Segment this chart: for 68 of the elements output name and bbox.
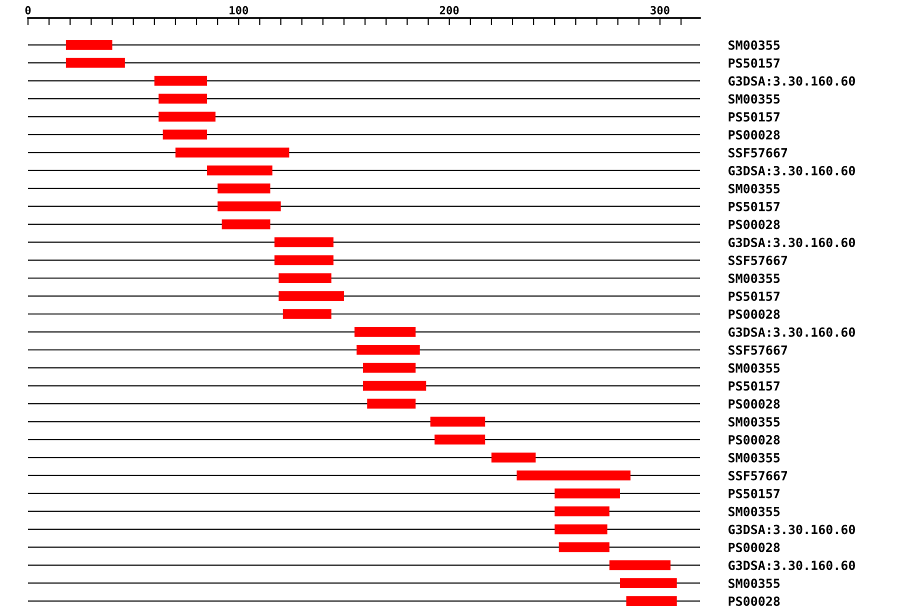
y-tick-label: PS50157 xyxy=(728,381,780,391)
y-tick-label: PS00028 xyxy=(728,130,780,140)
bar xyxy=(362,380,426,391)
bar xyxy=(367,398,416,409)
bar xyxy=(516,470,630,480)
bar xyxy=(154,76,208,86)
bar xyxy=(491,452,536,462)
bar xyxy=(158,112,216,122)
x-tick-label: 200 xyxy=(440,6,459,14)
y-tick-label: SSF57667 xyxy=(728,256,788,266)
bar xyxy=(278,291,344,301)
bar xyxy=(282,309,332,319)
bar xyxy=(609,560,671,570)
bar xyxy=(66,58,125,68)
y-tick-label: SM00355 xyxy=(728,363,780,373)
y-tick-label: PS50157 xyxy=(728,488,780,498)
y-tick-label: PS50157 xyxy=(728,202,780,212)
x-tick-label: 0 xyxy=(25,6,31,14)
bar xyxy=(558,542,610,552)
y-tick-label: G3DSA:3.30.160.60 xyxy=(728,238,855,248)
bar xyxy=(554,524,608,534)
y-tick-label: SSF57667 xyxy=(728,470,788,480)
x-tick-label: 100 xyxy=(230,6,248,14)
y-tick-label: SM00355 xyxy=(728,94,780,104)
bar xyxy=(218,183,270,194)
bar xyxy=(430,416,486,427)
bar xyxy=(207,166,272,176)
y-tick-label: G3DSA:3.30.160.60 xyxy=(728,560,855,570)
y-tick-label: SM00355 xyxy=(728,578,780,588)
bar xyxy=(278,273,332,284)
bar xyxy=(274,237,334,248)
bar xyxy=(158,94,208,104)
bar xyxy=(162,130,208,140)
bar xyxy=(222,219,270,230)
y-tick-label: G3DSA:3.30.160.60 xyxy=(728,76,855,86)
bar xyxy=(554,506,610,516)
y-tick-label: SM00355 xyxy=(728,40,780,50)
bar xyxy=(175,148,290,158)
y-tick-label: PS00028 xyxy=(728,399,780,409)
y-tick-label: PS00028 xyxy=(728,435,780,445)
y-tick-label: SM00355 xyxy=(728,452,780,462)
bar xyxy=(218,201,281,212)
y-tick-label: SM00355 xyxy=(728,184,780,194)
bar xyxy=(626,596,677,606)
y-tick-label: PS50157 xyxy=(728,58,780,68)
y-tick-label: SSF57667 xyxy=(728,148,788,158)
bar xyxy=(356,344,420,355)
y-tick-label: PS00028 xyxy=(728,220,780,230)
y-tick-label: SM00355 xyxy=(728,274,780,284)
bar xyxy=(434,434,486,445)
bar xyxy=(274,255,334,266)
bar xyxy=(620,578,677,588)
y-tick-label: G3DSA:3.30.160.60 xyxy=(728,524,855,534)
y-tick-label: PS50157 xyxy=(728,112,780,122)
bar xyxy=(554,488,620,498)
y-tick-label: PS00028 xyxy=(728,542,780,552)
y-tick-label: G3DSA:3.30.160.60 xyxy=(728,327,855,337)
x-tick-label: 300 xyxy=(650,6,670,14)
y-tick-label: SSF57667 xyxy=(728,345,788,355)
y-tick-label: SM00355 xyxy=(728,417,780,427)
y-tick-label: SM00355 xyxy=(728,506,780,516)
y-tick-label: G3DSA:3.30.160.60 xyxy=(728,166,855,176)
bar xyxy=(66,40,112,50)
y-tick-label: PS00028 xyxy=(728,596,780,606)
bar xyxy=(354,327,416,337)
y-tick-label: PS00028 xyxy=(728,309,780,319)
y-tick-label: PS50157 xyxy=(728,292,780,301)
bar xyxy=(362,362,416,373)
